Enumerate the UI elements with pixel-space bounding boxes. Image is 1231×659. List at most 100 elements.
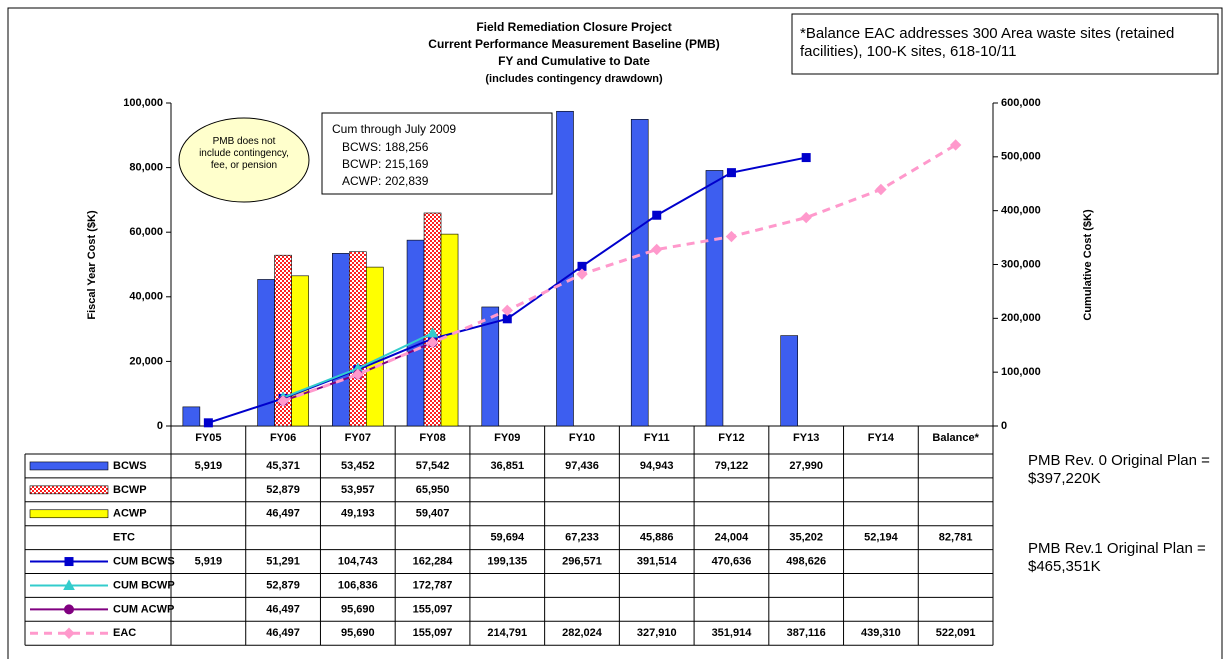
marker (64, 604, 74, 615)
legend-label: BCWS (113, 460, 147, 472)
x-tick-label: FY10 (569, 432, 595, 444)
frame (7, 7, 1223, 659)
legend-key (29, 509, 109, 519)
y-tick-label: 60,000 (129, 226, 163, 238)
marker (203, 418, 213, 428)
table-cell: 45,371 (266, 460, 300, 472)
x-tick-label: FY06 (270, 432, 296, 444)
legend-key (29, 485, 109, 495)
rev0-note: PMB Rev. 0 Original Plan = $397,220K (1028, 452, 1210, 487)
table-cell: 79,122 (715, 460, 749, 472)
table-cell: 46,497 (266, 627, 300, 639)
chart-title: FY and Cumulative to Date (498, 54, 650, 68)
marker (64, 557, 74, 567)
table-cell: 59,694 (490, 532, 525, 544)
y2-tick-label: 200,000 (1001, 312, 1041, 324)
table-cell: 155,097 (413, 603, 453, 615)
bar (406, 239, 425, 427)
marker (576, 268, 588, 280)
chart-title: Field Remediation Closure Project (476, 20, 671, 34)
y-tick-label: 40,000 (129, 291, 163, 303)
bar (423, 212, 442, 427)
marker (426, 336, 439, 349)
x-tick-label: FY09 (494, 432, 520, 444)
table-cell: 36,851 (490, 460, 524, 472)
cum-box-value: 202,839 (385, 174, 429, 188)
table-cell: 46,497 (266, 603, 300, 615)
bar (630, 119, 649, 427)
table-cell: 67,233 (565, 532, 599, 544)
bar (349, 251, 367, 427)
table-cell: 155,097 (413, 627, 453, 639)
ellipse-note: PMB does not include contingency, fee, o… (199, 136, 289, 171)
note-box (791, 13, 1219, 75)
marker (725, 230, 738, 243)
table-cell: 52,194 (864, 532, 899, 544)
marker (800, 211, 812, 224)
x-tick-label: FY05 (195, 432, 221, 444)
cum-box-label: ACWP: (342, 174, 381, 188)
table-cell: 439,310 (861, 627, 901, 639)
table-cell: 351,914 (712, 627, 753, 639)
marker (949, 139, 962, 151)
ellipse-callout (178, 117, 310, 203)
x-tick-label: Balance* (932, 432, 979, 444)
y2-tick-label: 600,000 (1001, 97, 1041, 109)
table-cell: 94,943 (640, 460, 674, 472)
table-cell: 95,690 (341, 627, 375, 639)
marker (63, 579, 75, 590)
bar (556, 110, 574, 427)
marker (501, 304, 513, 317)
table-cell: 27,990 (789, 460, 823, 472)
balance-note: *Balance EAC addresses 300 Area waste si… (800, 25, 1175, 60)
table-cell: 45,886 (640, 532, 674, 544)
table-cell: 52,879 (266, 484, 300, 496)
x-tick-label: FY12 (718, 432, 744, 444)
table-cell: 282,024 (562, 627, 603, 639)
bar (182, 406, 201, 427)
cum-box-label: BCWS: (342, 140, 381, 154)
table-cell: 199,135 (487, 555, 527, 567)
legend-label: BCWP (113, 484, 147, 496)
x-tick-label: FY14 (868, 432, 895, 444)
table-cell: 97,436 (565, 460, 599, 472)
cum-box-value: 188,256 (385, 140, 429, 154)
bar (481, 306, 500, 427)
marker (277, 395, 289, 407)
marker (63, 627, 75, 639)
y-tick-label: 0 (157, 420, 163, 432)
x-tick-label: FY13 (793, 432, 819, 444)
table-cell: 49,193 (341, 508, 375, 520)
y2-tick-label: 100,000 (1001, 366, 1041, 378)
cum-box-title: Cum through July 2009 (332, 122, 456, 136)
line (282, 143, 957, 403)
bar (440, 233, 459, 427)
cum-box-value: 215,169 (385, 157, 429, 171)
legend-label: EAC (113, 627, 136, 639)
table-cell: 172,787 (413, 579, 453, 591)
bar (366, 266, 384, 427)
table-cell: 387,116 (787, 627, 826, 639)
y2-axis-label: Cumulative Cost ($K) (1082, 209, 1094, 321)
chart-subtitle: (includes contingency drawdown) (485, 73, 663, 85)
x-tick-label: FY08 (419, 432, 445, 444)
y2-tick-label: 400,000 (1001, 205, 1041, 217)
table-cell: 470,636 (712, 555, 752, 567)
legend-label: CUM BCWP (113, 579, 175, 591)
bar (705, 170, 724, 427)
y2-tick-label: 500,000 (1001, 151, 1041, 163)
x-tick-label: FY11 (644, 432, 670, 444)
marker (875, 183, 887, 196)
rev1-note: PMB Rev.1 Original Plan = $465,351K (1028, 540, 1206, 575)
legend-label: CUM ACWP (113, 603, 174, 615)
table-cell: 53,957 (341, 484, 375, 496)
chart-title: Current Performance Measurement Baseline… (428, 37, 719, 51)
table-cell: 57,542 (416, 460, 450, 472)
bar (291, 275, 309, 427)
bar (332, 253, 350, 427)
y-tick-label: 80,000 (129, 162, 163, 174)
table-cell: 5,919 (195, 555, 223, 567)
y-axis-label: Fiscal Year Cost ($K) (86, 210, 98, 320)
bar (780, 335, 798, 427)
